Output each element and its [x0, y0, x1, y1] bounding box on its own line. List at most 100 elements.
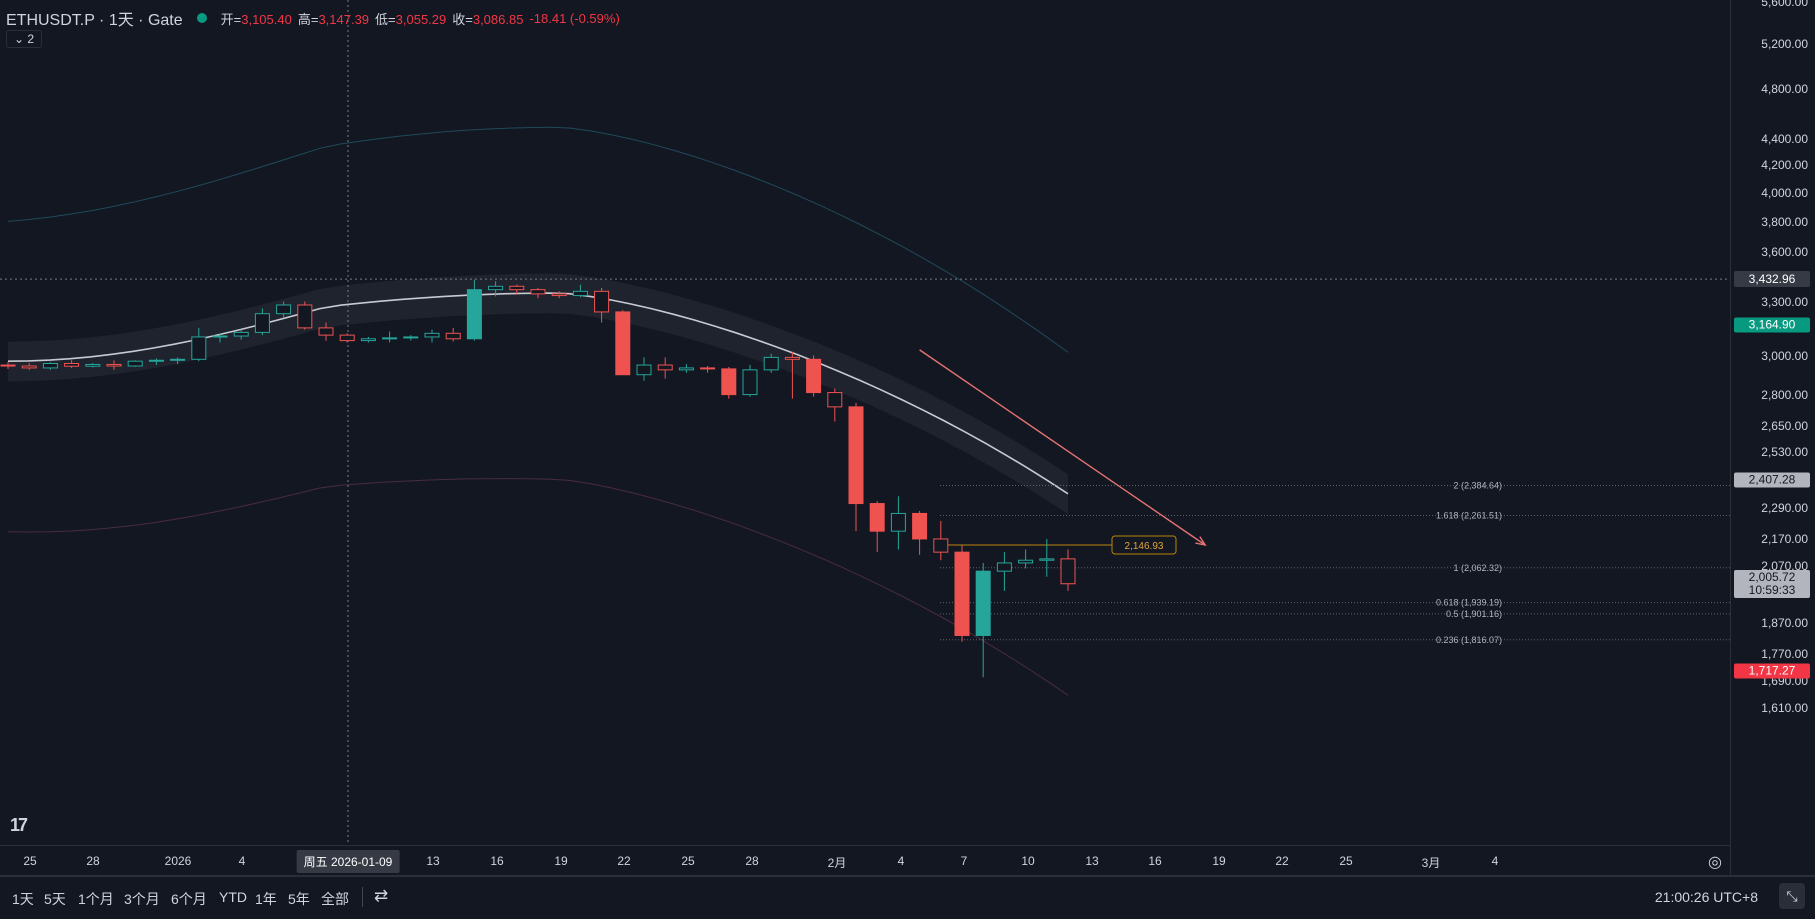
range-button-3m[interactable]: 3个月 [124, 891, 160, 907]
candle-body [742, 369, 758, 396]
range-button-ytd[interactable]: YTD [219, 889, 247, 905]
price-tick-label: 1,610.00 [1761, 701, 1808, 715]
candle-body [509, 285, 525, 291]
candle-body [360, 338, 376, 342]
candle-body [806, 358, 822, 394]
compare-icon[interactable]: ⇄ [374, 886, 389, 905]
collapse-indicators-button[interactable]: ⌄ 2 [6, 30, 43, 48]
price-badge: 3,164.90 [1734, 317, 1810, 333]
candle-body [127, 360, 143, 367]
chart-pane[interactable]: 2 (2,384.64) 1.618 (2,261.51) 1 (2,062.32)… [0, 0, 1730, 845]
candle-body [276, 304, 292, 315]
fib-level-label: 0.618 (1,939.19) [1436, 598, 1502, 608]
price-badge: 1,717.27 [1734, 663, 1810, 679]
candle-body [975, 570, 991, 636]
price-tick-label: 4,800.00 [1761, 82, 1808, 97]
trend-arrow-line [919, 349, 1206, 546]
price-tick-label: 4,400.00 [1761, 131, 1808, 146]
ohlc-change: -18.41 (-0.59%) [529, 10, 620, 26]
range-button-1m[interactable]: 1个月 [78, 891, 114, 907]
price-tick-label: 2,530.00 [1761, 445, 1808, 460]
candle-body [784, 356, 800, 360]
candle-body [424, 332, 440, 338]
candle-body [466, 289, 482, 340]
candle-body [678, 367, 694, 371]
symbol-title[interactable]: ETHUSDT.P · 1天 · Gate [6, 12, 183, 29]
time-tick-label: 4 [238, 854, 246, 868]
horizontal-ray-label-box [1111, 535, 1177, 555]
time-tick-label: 22 [1275, 854, 1289, 868]
candle-body [954, 551, 970, 636]
candle-body [933, 538, 949, 553]
candle-body [1060, 558, 1076, 585]
candle-body [403, 336, 419, 339]
market-status-icon [196, 13, 207, 23]
candle-body [594, 290, 610, 313]
candle-body [0, 364, 16, 367]
price-tick-label: 3,600.00 [1761, 245, 1808, 260]
candle-body [721, 368, 737, 396]
candle-body [382, 337, 398, 340]
candle-body [106, 363, 122, 367]
range-button-5y[interactable]: 5年 [288, 891, 310, 907]
candle-body [700, 367, 716, 370]
price-tick-label: 3,300.00 [1761, 294, 1808, 309]
fib-level-label: 1.618 (2,261.51) [1436, 511, 1502, 521]
price-tick-label: 5,200.00 [1761, 37, 1808, 51]
upper-band-line [7, 126, 1069, 353]
range-button-all[interactable]: 全部 [321, 891, 349, 907]
candle-body [530, 289, 546, 295]
time-tick-label: 16 [1148, 854, 1162, 868]
price-axis[interactable]: 5,600.00 5,200.00 4,800.00 4,400.00 4,200.00… [1730, 0, 1815, 875]
candle-body [488, 285, 504, 291]
price-badge: 2,407.28 [1734, 472, 1810, 488]
candle-body [912, 512, 928, 540]
candle-body [1039, 558, 1055, 561]
candle-body [996, 562, 1012, 572]
time-tick-label: 25 [681, 854, 695, 868]
candle-body [85, 363, 101, 367]
time-tick-label: 25 [1339, 854, 1353, 868]
time-axis[interactable]: ◎ 25 28 2026 4 13 16 19 22 25 28 2月 4 7 10 13 16 19 22 25 3… [0, 845, 1730, 876]
fib-level-label: 2 (2,384.64) [1453, 481, 1502, 491]
fib-level-label: 1 (2,062.32) [1453, 563, 1502, 573]
candle-body [848, 406, 864, 505]
time-tick-label: 19 [1212, 854, 1226, 868]
crosshair-price-badge: 3,432.96 [1734, 271, 1810, 288]
candle-body [890, 512, 906, 532]
range-button-1d[interactable]: 1天 [12, 891, 34, 907]
candlestick-chart[interactable]: 2 (2,384.64) 1.618 (2,261.51) 1 (2,062.32)… [0, 0, 1730, 845]
ohlc-open: 开=3,105.40 [220, 11, 292, 27]
tradingview-logo[interactable]: 17 [10, 815, 28, 835]
time-tick-label: 7 [960, 854, 968, 868]
horizontal-ray-label: 2,146.93 [1125, 541, 1164, 552]
time-tick-label: 28 [745, 854, 759, 868]
price-tick-label: 4,200.00 [1761, 157, 1808, 172]
ohlc-close: 收=3,086.85 [452, 11, 524, 27]
time-tick-label: 4 [1491, 854, 1499, 868]
range-button-5d[interactable]: 5天 [44, 891, 66, 907]
fib-level-label: 0.5 (1,901.16) [1446, 609, 1502, 619]
price-tick-label: 2,290.00 [1761, 501, 1808, 516]
price-tick-label: 2,650.00 [1761, 418, 1808, 433]
candle-body [318, 327, 334, 336]
price-tick-label: 2,800.00 [1761, 387, 1808, 402]
ohlc-low: 低=3,055.29 [375, 11, 447, 27]
candle-body [170, 358, 186, 361]
price-tick-label: 3,800.00 [1761, 214, 1808, 229]
candle-body [148, 359, 164, 362]
ohlc-high: 高=3,147.39 [297, 11, 370, 27]
time-tick-label: 2月 [827, 856, 847, 870]
candle-body [763, 356, 779, 371]
time-tick-label: 3月 [1421, 856, 1441, 870]
range-button-6m[interactable]: 6个月 [171, 891, 207, 907]
time-tick-label: 13 [426, 854, 440, 868]
candle-body [636, 364, 652, 376]
price-tick-label: 1,770.00 [1761, 647, 1808, 662]
timezone-clock[interactable]: 21:00:26 UTC+8 [1654, 889, 1758, 905]
candle-body [42, 363, 58, 369]
axis-settings-icon[interactable]: ◎ [1708, 854, 1722, 871]
maximize-icon[interactable]: ⤡ [1779, 883, 1805, 909]
range-button-1y[interactable]: 1年 [255, 891, 277, 907]
time-tick-label: 16 [490, 854, 504, 868]
